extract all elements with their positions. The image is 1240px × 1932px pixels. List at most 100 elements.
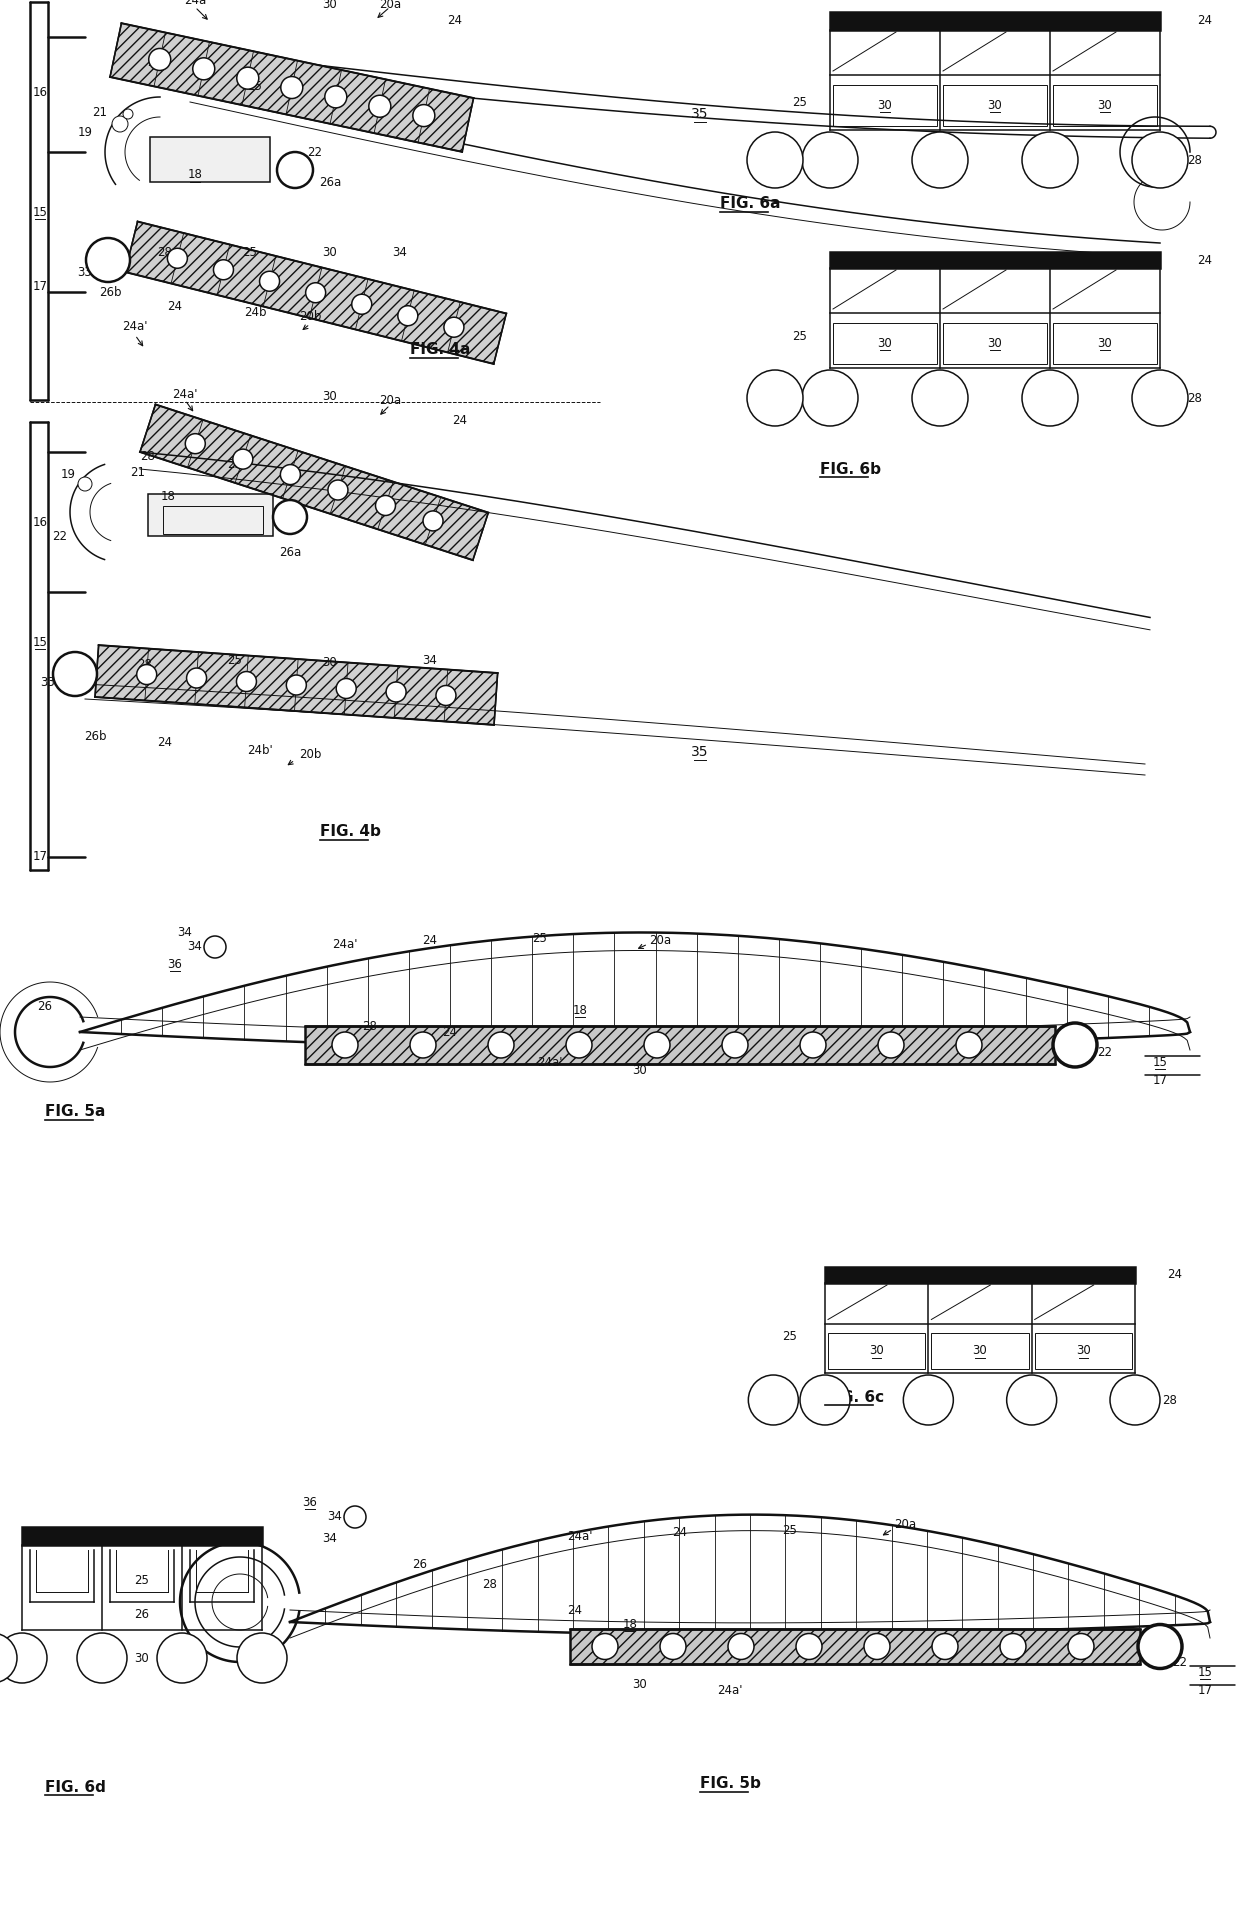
Circle shape	[999, 1633, 1025, 1660]
Circle shape	[286, 674, 306, 696]
Text: 34: 34	[423, 653, 438, 667]
Bar	[942, 85, 1047, 126]
Circle shape	[213, 259, 233, 280]
Text: 24: 24	[453, 413, 467, 427]
Circle shape	[273, 500, 308, 533]
Circle shape	[436, 686, 456, 705]
Bar	[828, 1333, 925, 1370]
Circle shape	[444, 317, 464, 338]
Circle shape	[237, 1633, 286, 1683]
Text: FIG. 4a: FIG. 4a	[410, 342, 470, 357]
Text: 30: 30	[987, 336, 1002, 350]
Circle shape	[489, 1032, 515, 1059]
Text: 30: 30	[878, 336, 893, 350]
Circle shape	[932, 1633, 959, 1660]
Text: 18: 18	[187, 168, 202, 182]
Circle shape	[237, 672, 257, 692]
Circle shape	[149, 48, 171, 70]
Circle shape	[423, 510, 443, 531]
Text: 25: 25	[228, 653, 243, 667]
Text: 15: 15	[32, 636, 47, 649]
Text: 24: 24	[1168, 1269, 1183, 1281]
Bar	[570, 1629, 1140, 1663]
Text: 34: 34	[187, 941, 202, 954]
Text: 20a: 20a	[649, 933, 671, 947]
Text: 16: 16	[32, 85, 47, 99]
Text: 28: 28	[1163, 1393, 1178, 1406]
Text: 25: 25	[792, 330, 807, 344]
Bar	[931, 1333, 1029, 1370]
Circle shape	[722, 1032, 748, 1059]
Text: 20a: 20a	[379, 394, 401, 406]
Circle shape	[343, 1507, 366, 1528]
Circle shape	[186, 668, 207, 688]
Circle shape	[386, 682, 405, 701]
Text: 21: 21	[93, 106, 108, 118]
Text: 36: 36	[303, 1495, 317, 1509]
Bar	[150, 137, 270, 182]
Circle shape	[305, 282, 326, 303]
Text: 17: 17	[1152, 1074, 1168, 1086]
Text: 18: 18	[160, 491, 175, 504]
Circle shape	[0, 1633, 17, 1683]
Text: 22: 22	[308, 145, 322, 158]
Text: 30: 30	[632, 1063, 647, 1076]
Circle shape	[796, 1633, 822, 1660]
Text: 20b: 20b	[299, 311, 321, 323]
Bar	[1053, 85, 1157, 126]
Circle shape	[1132, 371, 1188, 425]
Text: 24: 24	[672, 1526, 687, 1538]
Text: 30: 30	[878, 99, 893, 112]
Text: 30: 30	[632, 1677, 647, 1690]
Text: FIG. 6b: FIG. 6b	[820, 462, 880, 477]
Text: 28: 28	[157, 245, 172, 259]
Text: FIG. 6d: FIG. 6d	[45, 1779, 105, 1795]
Circle shape	[903, 1376, 954, 1426]
Circle shape	[123, 108, 133, 120]
Text: 30: 30	[322, 245, 337, 259]
Text: 36: 36	[167, 958, 182, 970]
Circle shape	[802, 131, 858, 187]
Text: 24b': 24b'	[247, 744, 273, 757]
Text: 20b: 20b	[299, 748, 321, 761]
Text: 30: 30	[322, 655, 337, 668]
Text: 25: 25	[782, 1524, 797, 1536]
Circle shape	[1022, 131, 1078, 187]
Text: 21: 21	[130, 466, 145, 479]
Circle shape	[376, 495, 396, 516]
Circle shape	[0, 1633, 47, 1683]
Circle shape	[911, 371, 968, 425]
Bar	[162, 506, 263, 533]
Text: 25: 25	[782, 1331, 797, 1343]
Text: 24: 24	[157, 736, 172, 748]
Bar	[833, 323, 937, 363]
Text: 24: 24	[167, 301, 182, 313]
Circle shape	[167, 249, 187, 269]
Bar	[148, 495, 273, 535]
Text: 35: 35	[691, 106, 709, 122]
Circle shape	[413, 104, 435, 128]
Bar	[830, 251, 1159, 269]
Circle shape	[112, 116, 128, 131]
Text: 28: 28	[1188, 392, 1203, 404]
Text: 24a': 24a'	[172, 388, 197, 400]
Text: 19: 19	[77, 126, 93, 139]
Text: 17: 17	[32, 280, 47, 294]
Circle shape	[1138, 1625, 1182, 1669]
Text: 33: 33	[78, 265, 92, 278]
Circle shape	[185, 433, 206, 454]
Text: 28: 28	[138, 657, 153, 670]
Circle shape	[157, 1633, 207, 1683]
Text: 35: 35	[691, 746, 709, 759]
Circle shape	[1068, 1633, 1094, 1660]
Circle shape	[280, 77, 303, 99]
Circle shape	[660, 1633, 686, 1660]
Circle shape	[1007, 1376, 1056, 1426]
Text: 24: 24	[443, 1026, 458, 1039]
Text: 30: 30	[987, 99, 1002, 112]
Text: 28: 28	[362, 1020, 377, 1034]
Circle shape	[911, 131, 968, 187]
Text: 34: 34	[177, 925, 192, 939]
Text: 22: 22	[1173, 1656, 1188, 1669]
Text: 17: 17	[32, 850, 47, 864]
